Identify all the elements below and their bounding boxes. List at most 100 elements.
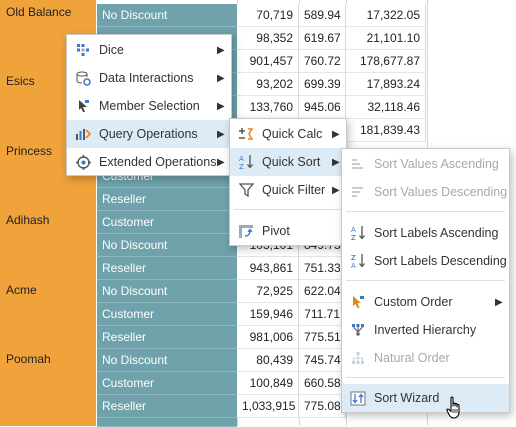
value-cell[interactable]: 699.39	[299, 73, 346, 96]
type-label: No Discount	[102, 8, 168, 22]
menu-item-extended-operations[interactable]: Extended Operations ▶	[67, 148, 231, 176]
value-cell[interactable]: 178,677.87	[346, 50, 426, 73]
sort-values-descending-icon	[350, 184, 366, 200]
menu-item-quick-calc[interactable]: Quick Calc ▶	[230, 120, 346, 148]
hand-cursor-icon	[446, 396, 464, 420]
menu-item-label: Inverted Hierarchy	[374, 323, 477, 337]
menu-item-member-selection[interactable]: Member Selection ▶	[67, 92, 231, 120]
value-cell[interactable]: 622.04	[299, 280, 346, 303]
type-cell[interactable]: Reseller	[97, 395, 237, 418]
menu-item-sort-values-descending[interactable]: Sort Values Descending	[342, 178, 509, 206]
value-cell[interactable]: 901,457	[237, 50, 299, 73]
menu-item-custom-order[interactable]: Custom Order ▶	[342, 288, 509, 316]
value-cell[interactable]: 17,893.24	[346, 73, 426, 96]
value-cell[interactable]: 133,760	[237, 96, 299, 119]
menu-item-label: Sort Labels Descending	[374, 254, 507, 268]
type-cell[interactable]: Reseller	[97, 326, 237, 349]
menu-item-data-interactions[interactable]: Data Interactions ▶	[67, 64, 231, 92]
chevron-right-icon: ▶	[217, 72, 225, 84]
value-cell[interactable]: 943,861	[237, 257, 299, 280]
value-cell[interactable]: 80,439	[237, 349, 299, 372]
menu-item-sort-values-ascending[interactable]: Sort Values Ascending	[342, 150, 509, 178]
menu-item-sort-wizard[interactable]: Sort Wizard	[342, 384, 509, 412]
type-cell[interactable]: No Discount	[97, 4, 237, 27]
type-label: Customer	[102, 307, 155, 321]
quick-calc-icon	[238, 126, 254, 142]
value-cell[interactable]: 619.67	[299, 27, 346, 50]
value-cell[interactable]: 93,202	[237, 73, 299, 96]
menu-item-label: Query Operations	[99, 127, 198, 141]
value-cell[interactable]: 775.08	[299, 395, 346, 418]
value-cell[interactable]: 660.58	[299, 372, 346, 395]
menu-item-label: Data Interactions	[99, 71, 194, 85]
type-label: No Discount	[102, 238, 168, 252]
custom-order-icon	[350, 294, 366, 310]
menu-item-inverted-hierarchy[interactable]: Inverted Hierarchy	[342, 316, 509, 344]
menu-item-label: Natural Order	[374, 351, 450, 365]
type-cell[interactable]: Reseller	[97, 188, 237, 211]
value-cell[interactable]: 751.33	[299, 257, 346, 280]
group-cell[interactable]: Poomah	[0, 347, 97, 426]
value-cell[interactable]: 1,033,915	[237, 395, 299, 418]
natural-order-icon	[350, 350, 366, 366]
type-cell[interactable]: No Discount	[97, 280, 237, 303]
type-label: No Discount	[102, 284, 168, 298]
query-operations-icon	[75, 126, 91, 142]
pivot-icon	[238, 223, 254, 239]
value-cell[interactable]: 17,322.05	[346, 4, 426, 27]
menu-item-pivot[interactable]: Pivot	[230, 217, 346, 245]
group-label: Esics	[6, 74, 35, 88]
value-cell[interactable]: 711.71	[299, 303, 346, 326]
value-cell[interactable]: 945.06	[299, 96, 346, 119]
group-cell[interactable]: Acme	[0, 278, 97, 347]
group-cell[interactable]: Adihash	[0, 208, 97, 278]
value-cell[interactable]: 760.72	[299, 50, 346, 73]
filter-icon	[238, 182, 254, 198]
type-label: Reseller	[102, 399, 147, 413]
type-label: Reseller	[102, 330, 147, 344]
menu-item-dice[interactable]: Dice ▶	[67, 36, 231, 64]
value-cell[interactable]: 981,006	[237, 326, 299, 349]
menu-item-quick-filter[interactable]: Quick Filter ▶	[230, 176, 346, 204]
type-label: Reseller	[102, 261, 147, 275]
quick-sort-submenu: Sort Values Ascending Sort Values Descen…	[341, 148, 510, 413]
value-cell[interactable]: 745.74	[299, 349, 346, 372]
menu-item-natural-order[interactable]: Natural Order	[342, 344, 509, 372]
svg-text:A: A	[239, 155, 244, 163]
type-cell[interactable]: Customer	[97, 303, 237, 326]
value-cell[interactable]: 72,925	[237, 280, 299, 303]
value-cell[interactable]: 21,101.10	[346, 27, 426, 50]
menu-item-label: Sort Values Descending	[374, 185, 508, 199]
value-cell[interactable]: 181,839.43	[346, 119, 426, 142]
value-cell[interactable]: 159,946	[237, 303, 299, 326]
type-label: Reseller	[102, 192, 147, 206]
menu-separator	[346, 280, 505, 281]
type-cell[interactable]: Reseller	[97, 257, 237, 280]
type-cell[interactable]: No Discount	[97, 234, 237, 257]
chevron-right-icon: ▶	[332, 128, 340, 140]
type-label: No Discount	[102, 353, 168, 367]
type-cell[interactable]: Customer	[97, 211, 237, 234]
menu-item-query-operations[interactable]: Query Operations ▶	[67, 120, 231, 148]
value-cell[interactable]: 32,118.46	[346, 96, 426, 119]
value-cell[interactable]: 100,849	[237, 372, 299, 395]
value-cell[interactable]: 98,352	[237, 27, 299, 50]
dice-icon	[75, 42, 91, 58]
svg-text:Z: Z	[239, 163, 244, 170]
type-cell[interactable]: No Discount	[97, 349, 237, 372]
value-cell[interactable]: 589.94	[299, 4, 346, 27]
extended-operations-icon	[75, 154, 91, 170]
menu-separator	[346, 211, 505, 212]
menu-item-label: Extended Operations	[99, 155, 217, 169]
menu-item-label: Sort Wizard	[374, 391, 440, 405]
svg-text:Z: Z	[351, 234, 356, 241]
value-cell[interactable]: 775.51	[299, 326, 346, 349]
value-cell[interactable]: 70,719	[237, 4, 299, 27]
type-cell[interactable]: Customer	[97, 372, 237, 395]
